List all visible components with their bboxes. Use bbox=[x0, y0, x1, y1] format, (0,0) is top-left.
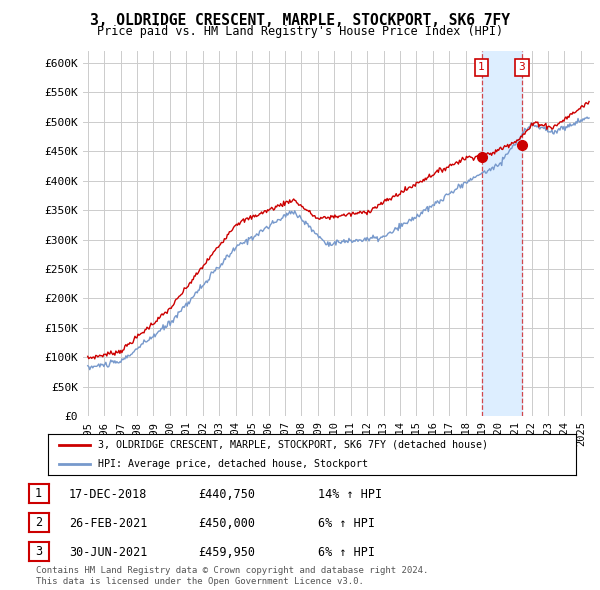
Text: 6% ↑ HPI: 6% ↑ HPI bbox=[318, 546, 375, 559]
Text: 1: 1 bbox=[35, 487, 42, 500]
Text: Contains HM Land Registry data © Crown copyright and database right 2024.
This d: Contains HM Land Registry data © Crown c… bbox=[36, 566, 428, 586]
Text: 6% ↑ HPI: 6% ↑ HPI bbox=[318, 517, 375, 530]
Bar bbox=[482, 51, 522, 416]
Text: £459,950: £459,950 bbox=[198, 546, 255, 559]
Text: 17-DEC-2018: 17-DEC-2018 bbox=[69, 488, 148, 501]
Text: 3, OLDRIDGE CRESCENT, MARPLE, STOCKPORT, SK6 7FY: 3, OLDRIDGE CRESCENT, MARPLE, STOCKPORT,… bbox=[90, 13, 510, 28]
Text: 26-FEB-2021: 26-FEB-2021 bbox=[69, 517, 148, 530]
Text: 3: 3 bbox=[518, 63, 526, 72]
Text: 30-JUN-2021: 30-JUN-2021 bbox=[69, 546, 148, 559]
Text: 14% ↑ HPI: 14% ↑ HPI bbox=[318, 488, 382, 501]
Text: 1: 1 bbox=[478, 63, 485, 72]
Text: £440,750: £440,750 bbox=[198, 488, 255, 501]
Text: 3: 3 bbox=[35, 545, 42, 558]
Text: 3, OLDRIDGE CRESCENT, MARPLE, STOCKPORT, SK6 7FY (detached house): 3, OLDRIDGE CRESCENT, MARPLE, STOCKPORT,… bbox=[98, 440, 488, 450]
Text: Price paid vs. HM Land Registry's House Price Index (HPI): Price paid vs. HM Land Registry's House … bbox=[97, 25, 503, 38]
Text: £450,000: £450,000 bbox=[198, 517, 255, 530]
Text: 2: 2 bbox=[35, 516, 42, 529]
Text: HPI: Average price, detached house, Stockport: HPI: Average price, detached house, Stoc… bbox=[98, 459, 368, 469]
